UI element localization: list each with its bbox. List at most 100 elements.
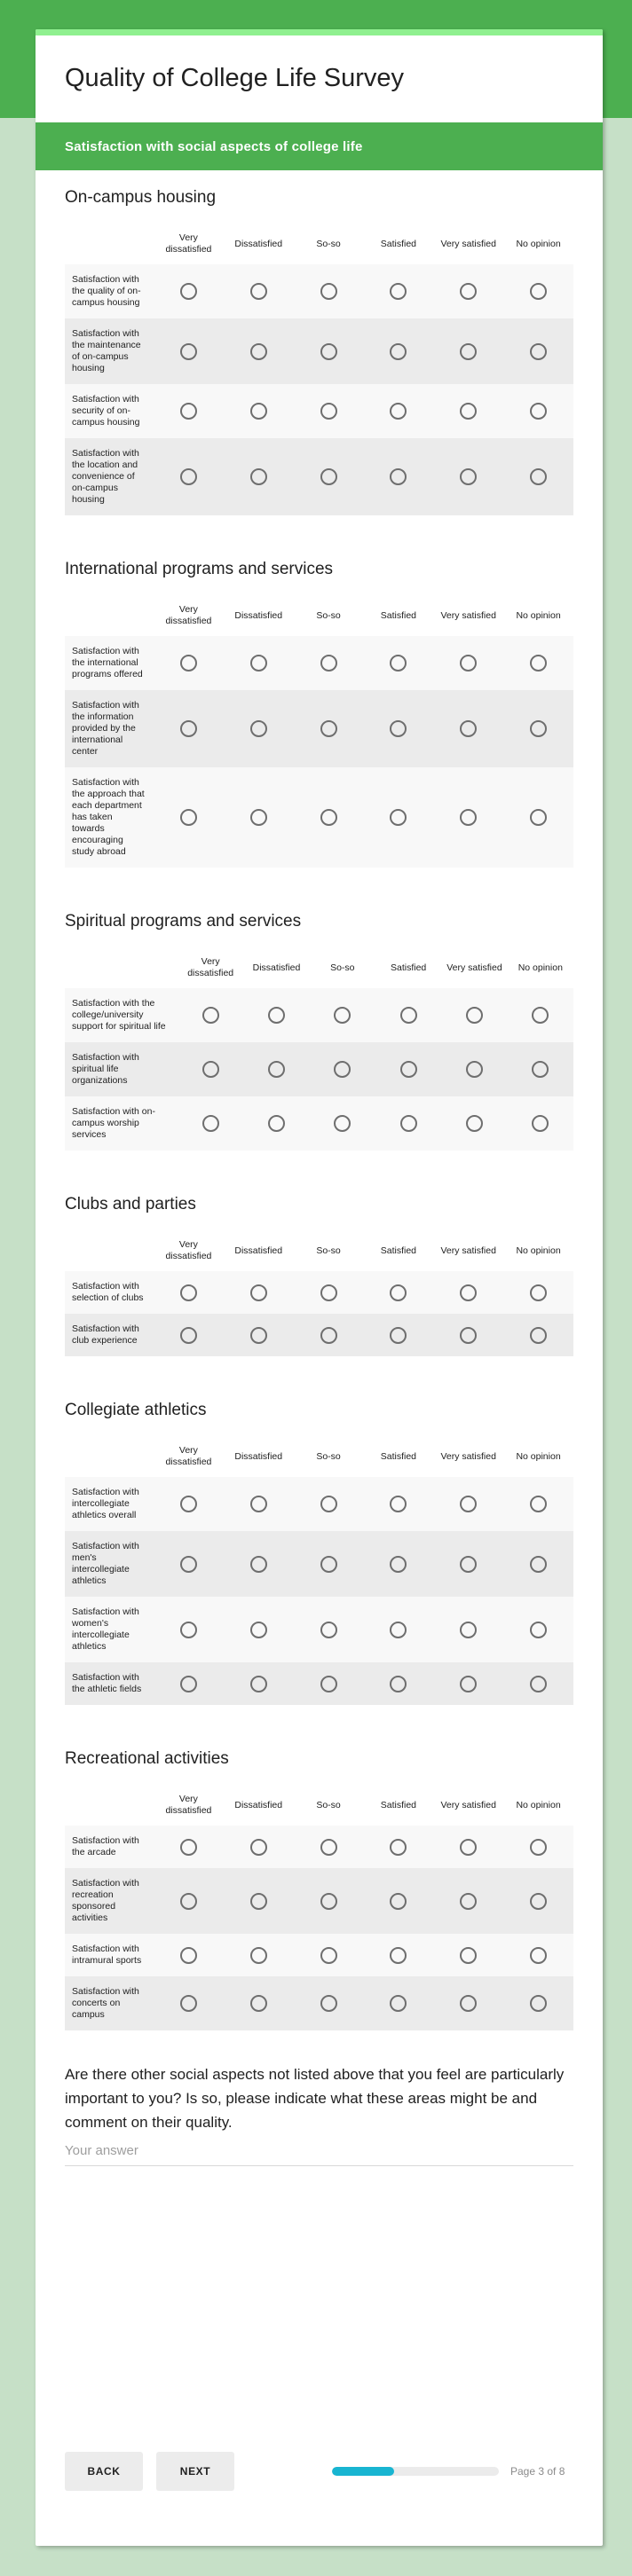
radio-button-icon[interactable]: [320, 1675, 337, 1692]
radio-button-icon[interactable]: [320, 1892, 337, 1910]
radio-button-icon[interactable]: [390, 720, 407, 737]
radio-button-icon[interactable]: [460, 468, 478, 485]
next-button[interactable]: NEXT: [156, 2452, 234, 2491]
radio-button-icon[interactable]: [530, 1621, 548, 1638]
radio-button-icon[interactable]: [320, 809, 337, 826]
radio-button-icon[interactable]: [465, 1061, 483, 1078]
radio-button-icon[interactable]: [532, 1115, 549, 1132]
radio-button-icon[interactable]: [179, 283, 197, 300]
radio-button-icon[interactable]: [532, 1061, 549, 1078]
radio-button-icon[interactable]: [320, 342, 337, 360]
radio-button-icon[interactable]: [320, 655, 337, 671]
radio-button-icon[interactable]: [530, 342, 548, 360]
radio-button-icon[interactable]: [390, 1995, 407, 2012]
radio-button-icon[interactable]: [201, 1061, 219, 1078]
radio-button-icon[interactable]: [320, 1496, 337, 1512]
radio-button-icon[interactable]: [267, 1115, 285, 1132]
radio-button-icon[interactable]: [179, 1621, 197, 1638]
radio-button-icon[interactable]: [530, 1946, 548, 1964]
radio-button-icon[interactable]: [390, 1675, 407, 1692]
radio-button-icon[interactable]: [460, 1675, 478, 1692]
radio-button-icon[interactable]: [179, 1675, 197, 1692]
radio-button-icon[interactable]: [249, 809, 267, 826]
radio-button-icon[interactable]: [390, 809, 407, 826]
radio-button-icon[interactable]: [320, 1946, 337, 1964]
radio-button-icon[interactable]: [249, 1946, 267, 1964]
radio-button-icon[interactable]: [179, 1496, 197, 1512]
radio-button-icon[interactable]: [530, 1326, 548, 1344]
radio-button-icon[interactable]: [320, 283, 337, 300]
radio-button-icon[interactable]: [530, 283, 548, 300]
radio-button-icon[interactable]: [460, 809, 478, 826]
radio-button-icon[interactable]: [249, 1675, 267, 1692]
radio-button-icon[interactable]: [460, 1946, 478, 1964]
radio-button-icon[interactable]: [460, 403, 478, 420]
radio-button-icon[interactable]: [249, 1892, 267, 1910]
radio-button-icon[interactable]: [390, 655, 407, 671]
radio-button-icon[interactable]: [249, 283, 267, 300]
radio-button-icon[interactable]: [390, 1326, 407, 1344]
radio-button-icon[interactable]: [460, 720, 478, 737]
radio-button-icon[interactable]: [530, 1995, 548, 2012]
radio-button-icon[interactable]: [320, 1555, 337, 1573]
radio-button-icon[interactable]: [460, 1555, 478, 1573]
short-answer-field[interactable]: Your answer: [65, 2143, 573, 2166]
radio-button-icon[interactable]: [249, 720, 267, 737]
radio-button-icon[interactable]: [530, 403, 548, 420]
radio-button-icon[interactable]: [320, 1284, 337, 1301]
radio-button-icon[interactable]: [267, 1061, 285, 1078]
radio-button-icon[interactable]: [249, 1555, 267, 1573]
radio-button-icon[interactable]: [179, 1555, 197, 1573]
back-button[interactable]: BACK: [65, 2452, 143, 2491]
radio-button-icon[interactable]: [390, 1621, 407, 1638]
radio-button-icon[interactable]: [334, 1007, 352, 1024]
radio-button-icon[interactable]: [399, 1115, 417, 1132]
radio-button-icon[interactable]: [465, 1007, 483, 1024]
radio-button-icon[interactable]: [334, 1115, 352, 1132]
radio-button-icon[interactable]: [390, 403, 407, 420]
radio-button-icon[interactable]: [390, 342, 407, 360]
radio-button-icon[interactable]: [390, 1284, 407, 1301]
radio-button-icon[interactable]: [249, 1496, 267, 1512]
radio-button-icon[interactable]: [201, 1115, 219, 1132]
radio-button-icon[interactable]: [460, 1496, 478, 1512]
radio-button-icon[interactable]: [179, 809, 197, 826]
radio-button-icon[interactable]: [460, 1995, 478, 2012]
radio-button-icon[interactable]: [320, 1621, 337, 1638]
radio-button-icon[interactable]: [179, 1284, 197, 1301]
radio-button-icon[interactable]: [320, 1838, 337, 1856]
radio-button-icon[interactable]: [249, 655, 267, 671]
radio-button-icon[interactable]: [179, 720, 197, 737]
radio-button-icon[interactable]: [179, 468, 197, 485]
radio-button-icon[interactable]: [530, 468, 548, 485]
radio-button-icon[interactable]: [390, 1838, 407, 1856]
radio-button-icon[interactable]: [249, 1621, 267, 1638]
radio-button-icon[interactable]: [249, 1995, 267, 2012]
radio-button-icon[interactable]: [320, 403, 337, 420]
radio-button-icon[interactable]: [201, 1007, 219, 1024]
radio-button-icon[interactable]: [390, 283, 407, 300]
radio-button-icon[interactable]: [179, 1838, 197, 1856]
radio-button-icon[interactable]: [179, 403, 197, 420]
radio-button-icon[interactable]: [460, 1326, 478, 1344]
radio-button-icon[interactable]: [390, 468, 407, 485]
radio-button-icon[interactable]: [320, 468, 337, 485]
radio-button-icon[interactable]: [530, 1838, 548, 1856]
radio-button-icon[interactable]: [460, 655, 478, 671]
radio-button-icon[interactable]: [465, 1115, 483, 1132]
radio-button-icon[interactable]: [249, 1326, 267, 1344]
radio-button-icon[interactable]: [249, 1838, 267, 1856]
radio-button-icon[interactable]: [532, 1007, 549, 1024]
radio-button-icon[interactable]: [460, 1838, 478, 1856]
radio-button-icon[interactable]: [530, 1892, 548, 1910]
radio-button-icon[interactable]: [390, 1555, 407, 1573]
radio-button-icon[interactable]: [179, 342, 197, 360]
radio-button-icon[interactable]: [399, 1061, 417, 1078]
radio-button-icon[interactable]: [530, 1284, 548, 1301]
radio-button-icon[interactable]: [267, 1007, 285, 1024]
radio-button-icon[interactable]: [390, 1496, 407, 1512]
radio-button-icon[interactable]: [530, 809, 548, 826]
radio-button-icon[interactable]: [249, 342, 267, 360]
radio-button-icon[interactable]: [179, 1892, 197, 1910]
radio-button-icon[interactable]: [334, 1061, 352, 1078]
